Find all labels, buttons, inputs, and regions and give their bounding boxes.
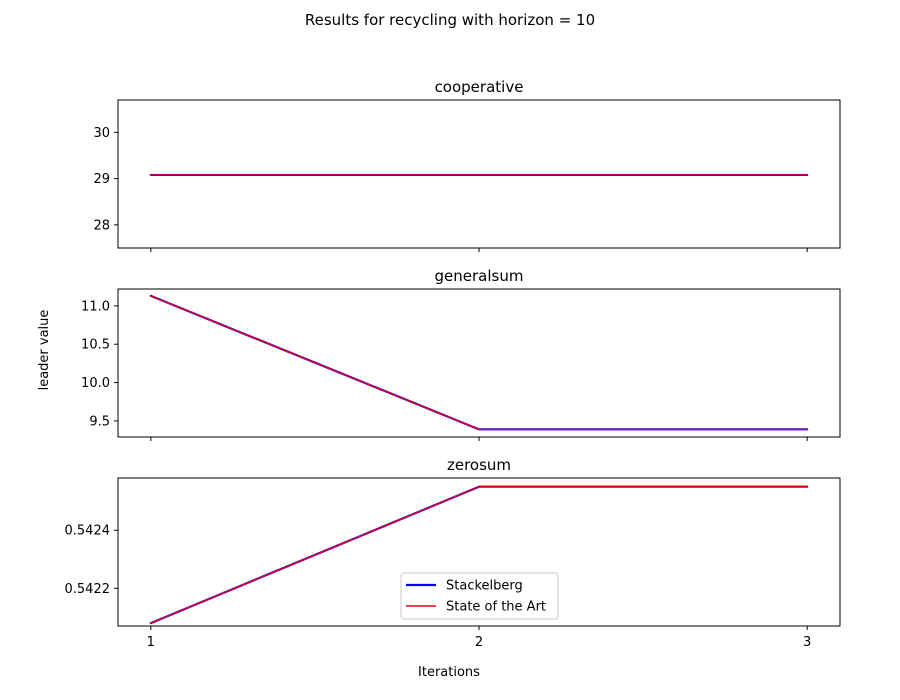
legend-label: Stackelberg [446,579,523,594]
figure-title: Results for recycling with horizon = 10 [305,11,595,29]
x-axis-label: Iterations [418,665,480,680]
legend-box [400,572,559,620]
legend-label: State of the Art [446,600,546,615]
panel-cooperative: cooperative 28 29 30 [93,78,841,252]
x-tick-label: 1 [147,635,155,650]
y-tick-label: 29 [93,172,110,187]
x-tick-label: 2 [475,635,483,650]
axes-frame [117,477,841,627]
series-line-state-of-the-art [150,485,808,624]
y-tick-label: 0.5424 [65,524,111,539]
panel-zerosum: zerosum 0.5422 0.5424 1 2 3 [65,456,841,650]
y-tick-label: 30 [93,126,110,141]
y-tick-label: 0.5422 [65,582,111,597]
panel-title: zerosum [447,456,511,474]
y-tick-label: 28 [93,218,110,233]
y-tick-label: 10.5 [81,338,110,353]
axes-frame [117,288,841,438]
y-tick-label: 10.0 [81,376,110,391]
y-axis-label: leader value [37,310,52,391]
legend: Stackelberg State of the Art [400,572,559,620]
series-overlap-shade [150,486,808,624]
x-tick-label: 3 [803,635,811,650]
series-line-stackelberg [149,294,809,431]
panel-title: generalsum [435,267,524,285]
panel-title: cooperative [435,78,524,96]
y-tick-label: 9.5 [89,414,110,429]
panel-generalsum: generalsum 9.5 10.0 10.5 11.0 [81,267,841,441]
panels: cooperative282930generalsum9.510.010.511… [65,78,841,650]
series-line-state-of-the-art [150,295,808,431]
series-overlap-shade [150,295,808,430]
y-tick-label: 11.0 [81,299,110,314]
axes-frame [117,99,841,249]
